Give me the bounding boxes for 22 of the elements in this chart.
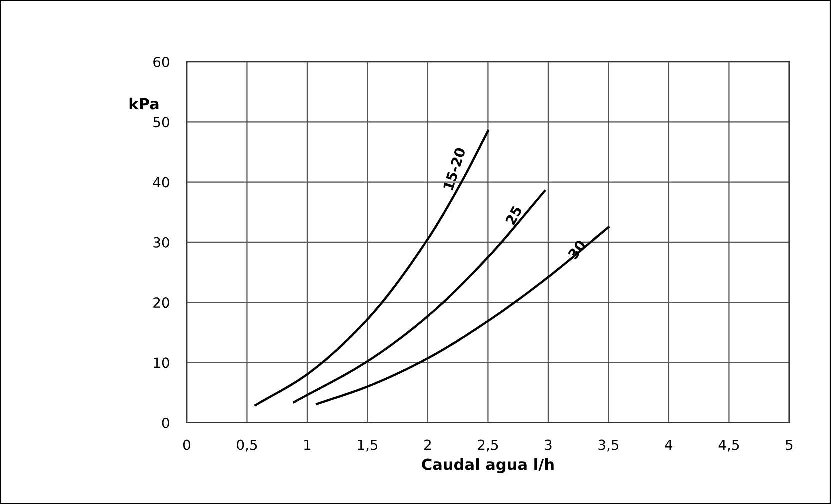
y-tick-label: 10 — [154, 358, 170, 368]
x-tick-label: 3 — [545, 440, 552, 450]
x-tick-label: 1,5 — [358, 440, 378, 452]
y-tick-label: 30 — [154, 237, 170, 248]
x-tick-label: 0,5 — [237, 440, 258, 452]
y-tick-label: 60 — [154, 56, 170, 68]
text: 25 — [505, 205, 523, 226]
x-tick-label: 5 — [786, 440, 793, 450]
x-tick-label: 4,5 — [718, 440, 740, 452]
x-axis-title: Caudal agua l/h — [422, 458, 554, 474]
y-axis-title: kPa — [130, 98, 159, 110]
y-tick-label: 20 — [154, 298, 170, 308]
x-tick-label: 3,5 — [598, 440, 619, 452]
x-tick-label: 2,5 — [478, 440, 498, 452]
x-tick-label: 0 — [183, 440, 190, 450]
x-tick-label: 1 — [304, 440, 311, 450]
x-tick-label: 2 — [424, 440, 431, 450]
y-tick-label: 50 — [154, 117, 170, 128]
x-tick-label: 4 — [665, 440, 673, 450]
text: 15-20 — [443, 147, 466, 191]
y-tick-label: 0 — [162, 418, 170, 428]
y-tick-label: 40 — [153, 177, 170, 188]
